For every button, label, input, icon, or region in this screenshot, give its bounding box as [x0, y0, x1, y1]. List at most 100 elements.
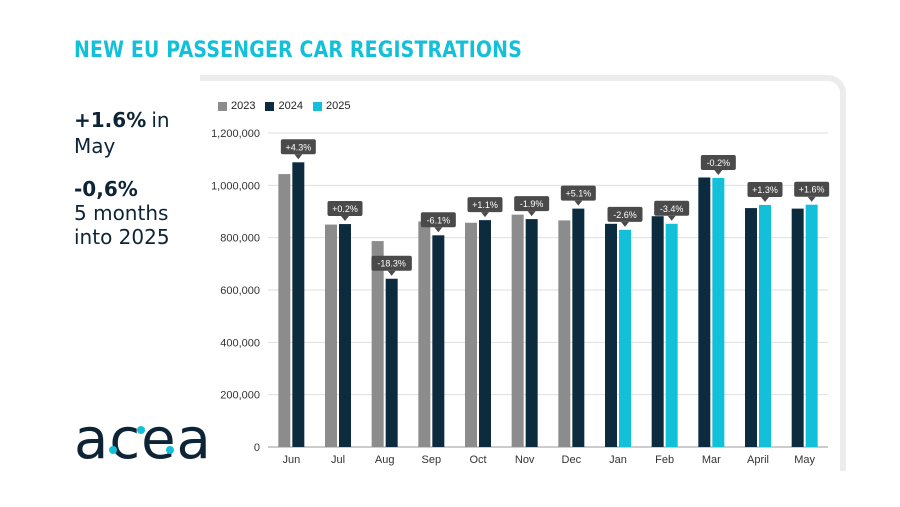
bar-2023-Sep — [418, 221, 431, 447]
annotation-label: -1.9% — [520, 199, 544, 209]
annotation-box — [794, 181, 830, 197]
annotation-box — [420, 212, 456, 228]
bar-2024-Oct — [479, 220, 491, 447]
bar-2023-Aug — [371, 241, 384, 447]
annotation-label: +1.1% — [472, 200, 498, 210]
bar-2025-Jan — [619, 229, 631, 447]
legend-swatch — [312, 101, 322, 111]
annotation-box — [467, 197, 503, 213]
bar-2023-Nov — [511, 214, 524, 447]
ytd-growth-stat: -0,6% 5 months into 2025 — [74, 177, 204, 249]
annotation-box — [280, 139, 316, 155]
annotation-label: -2.6% — [613, 210, 637, 220]
annotation-pointer — [527, 211, 536, 217]
y-tick-label: 1,200,000 — [211, 128, 260, 140]
bar-2024-Jan — [605, 223, 617, 447]
annotation-pointer — [807, 196, 816, 202]
x-tick-label: Nov — [515, 454, 535, 466]
x-tick-label: Dec — [562, 454, 582, 466]
x-tick-label: May — [794, 454, 815, 466]
bar-2024-April — [745, 208, 757, 447]
legend-label: 2025 — [325, 100, 351, 112]
annotation-pointer — [761, 196, 769, 202]
x-tick-label: Aug — [375, 454, 395, 466]
x-tick-label: Oct — [469, 454, 486, 466]
bar-2025-May — [805, 204, 818, 447]
annotation-label: +0.2% — [332, 204, 358, 214]
legend-item-2023: 2023 — [218, 100, 255, 112]
bar-2024-Mar — [698, 177, 711, 447]
annotation-box — [560, 185, 596, 201]
legend-label: 2024 — [278, 100, 303, 112]
bar-2025-Feb — [665, 223, 678, 447]
bar-2023-Dec — [558, 220, 571, 447]
chart-legend: 2023 2024 2025 — [218, 100, 350, 112]
logo-text: acea — [74, 407, 212, 472]
annotation-label: -0.2% — [707, 158, 731, 168]
legend-item-2025: 2025 — [312, 100, 351, 112]
bar-2024-Jun — [292, 162, 305, 447]
bar-2024-Sep — [432, 235, 445, 447]
y-tick-label: 200,000 — [220, 390, 260, 402]
annotation-pointer — [387, 270, 396, 276]
annotation-box — [514, 196, 550, 212]
acea-logo: acea — [74, 412, 212, 468]
annotation-label: +1.3% — [752, 185, 778, 195]
annotation-label: +5.1% — [565, 189, 591, 199]
may-growth-value: +1.6% — [74, 108, 147, 132]
annotation-pointer — [481, 212, 489, 218]
chart-frame — [200, 75, 846, 471]
bar-2024-Nov — [525, 219, 538, 447]
bar-2024-Jul — [339, 224, 351, 447]
annotation-box — [654, 200, 690, 216]
annotation-pointer — [667, 215, 676, 221]
annotation-box — [607, 206, 643, 222]
chart-frame-end — [840, 463, 846, 469]
y-tick-label: 800,000 — [220, 233, 260, 245]
legend-swatch — [265, 101, 275, 111]
annotation-label: -18.3% — [377, 259, 406, 269]
bar-2023-Oct — [465, 222, 477, 447]
annotation-pointer — [434, 227, 443, 233]
ytd-growth-text: 5 months into 2025 — [74, 201, 170, 249]
annotation-label: +1.6% — [799, 185, 825, 195]
y-tick-label: 400,000 — [220, 337, 260, 349]
bar-2024-May — [791, 208, 804, 447]
legend-label: 2023 — [231, 100, 256, 112]
annotation-box — [700, 155, 736, 171]
logo-dot-2 — [137, 426, 145, 434]
x-tick-label: Jan — [609, 454, 627, 466]
legend-swatch — [218, 101, 227, 111]
x-tick-label: Feb — [655, 454, 674, 466]
annotation-pointer — [714, 170, 723, 176]
y-tick-label: 0 — [254, 442, 260, 454]
annotation-label: +4.3% — [285, 142, 311, 152]
annotation-pointer — [621, 221, 629, 227]
annotation-box — [327, 201, 363, 217]
logo-dot-3 — [166, 446, 174, 454]
ytd-growth-value: -0,6% — [74, 177, 138, 201]
bar-2024-Dec — [572, 208, 585, 447]
x-tick-label: April — [747, 454, 769, 466]
y-tick-label: 600,000 — [220, 285, 260, 297]
bar-2025-Mar — [712, 178, 725, 448]
annotation-pointer — [574, 200, 583, 206]
page-title: NEW EU PASSENGER CAR REGISTRATIONS — [74, 38, 522, 63]
bar-2025-April — [759, 204, 771, 447]
may-growth-stat: +1.6% in May — [74, 108, 194, 160]
y-tick-label: 1,000,000 — [211, 180, 260, 192]
annotation-box — [747, 181, 783, 197]
x-tick-label: Mar — [702, 454, 721, 466]
x-tick-label: Jun — [282, 454, 300, 466]
annotation-label: -3.4% — [660, 204, 684, 214]
legend-item-2024: 2024 — [265, 100, 303, 112]
annotation-box — [371, 255, 412, 271]
x-tick-label: Sep — [422, 454, 442, 466]
may-growth-text: in May — [74, 108, 170, 158]
logo-dot-1 — [109, 446, 117, 454]
annotation-label: -6.1% — [427, 215, 451, 225]
bar-2024-Feb — [651, 216, 664, 447]
bar-2024-Aug — [385, 278, 398, 447]
annotation-pointer — [341, 216, 349, 222]
